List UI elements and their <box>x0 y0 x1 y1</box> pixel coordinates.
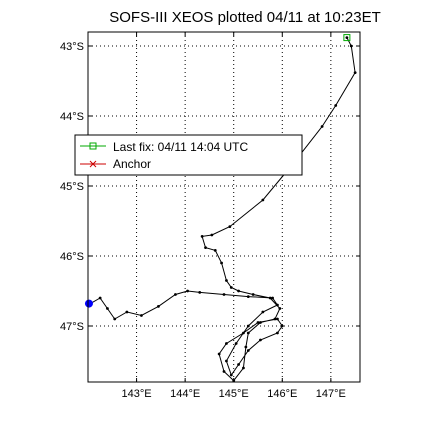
track-point <box>276 317 279 321</box>
track-point <box>349 44 353 48</box>
track-point <box>113 317 117 321</box>
track-point <box>157 305 160 308</box>
track-point <box>220 261 223 265</box>
track-point <box>229 373 233 377</box>
track-point <box>246 295 250 298</box>
x-tick-label: 143°E <box>122 388 152 400</box>
track-point <box>261 198 265 202</box>
track-point <box>320 125 324 128</box>
track-point <box>246 349 250 352</box>
track-point <box>237 363 240 366</box>
track-point <box>225 359 228 363</box>
track-point <box>256 321 260 324</box>
track-point <box>225 342 228 345</box>
track-point <box>345 36 349 39</box>
markers-layer <box>84 34 351 308</box>
x-tick-label: 145°E <box>219 388 249 400</box>
track-point <box>125 310 129 314</box>
track-point <box>234 342 238 345</box>
track-point <box>278 307 282 310</box>
legend-x-icon <box>89 160 97 168</box>
track-point <box>280 324 284 328</box>
track-point <box>261 310 265 314</box>
y-tick-label: 47°S <box>60 321 84 333</box>
track-point <box>237 289 240 293</box>
legend-box <box>74 134 303 176</box>
y-tick-label: 44°S <box>60 111 84 123</box>
track-point <box>229 286 233 289</box>
track-point <box>276 303 279 307</box>
track-point <box>222 370 226 373</box>
plot-area-frame <box>87 31 361 383</box>
track-point <box>271 296 274 300</box>
legend-label-anchor: Anchor <box>113 157 151 171</box>
track-point <box>213 249 217 252</box>
track-point <box>242 331 245 335</box>
x-tick-label: 144°E <box>170 388 200 400</box>
x-axis: 143°E 144°E 145°E 146°E 147°E <box>122 32 346 400</box>
track-point <box>251 293 255 296</box>
track-point <box>273 317 277 321</box>
y-axis: 43°S 44°S 45°S 46°S 47°S <box>60 41 360 333</box>
track-point <box>246 324 250 328</box>
x-tick-label: 146°E <box>267 388 297 400</box>
y-tick-label: 43°S <box>60 41 84 53</box>
x-tick-label: 147°E <box>316 388 346 400</box>
y-tick-label: 46°S <box>60 251 84 263</box>
track-point <box>244 345 248 349</box>
track-point <box>225 279 228 282</box>
track-point <box>140 314 143 317</box>
track-point <box>228 225 232 229</box>
track-point <box>246 331 250 335</box>
track-point <box>198 291 202 294</box>
legend-square-icon <box>89 142 97 150</box>
y-tick-label: 45°S <box>60 181 84 193</box>
start-point-marker <box>84 299 93 308</box>
track-point <box>222 293 226 296</box>
chart-title: SOFS-III XEOS plotted 04/11 at 10:23ET <box>109 9 381 26</box>
track-point <box>353 71 357 74</box>
track-point <box>242 366 245 370</box>
track-point <box>334 104 338 107</box>
track-point <box>268 296 272 300</box>
track-point <box>106 307 109 310</box>
track-point <box>186 289 189 293</box>
grid <box>88 32 360 382</box>
legend-label-last-fix: Last fix: 04/11 14:04 UTC <box>113 140 249 154</box>
track-point <box>259 321 262 324</box>
track-point <box>200 235 204 238</box>
track-point <box>217 352 221 356</box>
last-fix-marker <box>343 34 351 42</box>
track-point <box>259 338 262 342</box>
legend: Last fix: 04/11 14:04 UTC Anchor <box>74 134 303 176</box>
track-point <box>210 233 214 237</box>
track-point <box>204 246 207 250</box>
track-point <box>174 293 177 296</box>
track-point <box>276 331 279 335</box>
track-point <box>98 296 102 300</box>
